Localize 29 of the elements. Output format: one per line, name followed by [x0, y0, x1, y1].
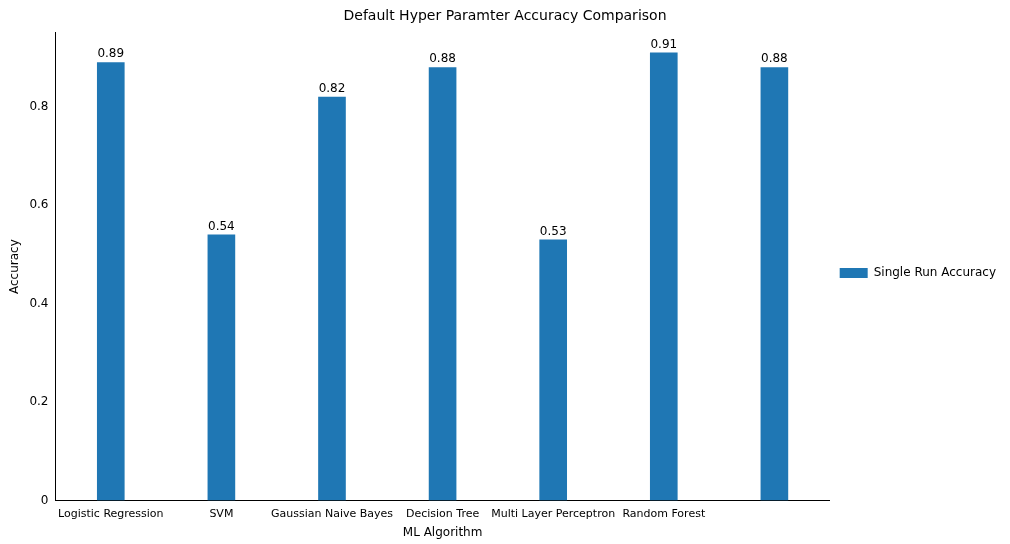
bar: [207, 234, 236, 501]
y-tick-label: 0: [40, 492, 49, 507]
data-label: 0.89: [97, 46, 125, 61]
x-tick-label: Multi Layer Perceptron: [491, 506, 616, 520]
bar: [318, 96, 346, 501]
x-tick-label: SVM: [209, 506, 234, 520]
bar: [760, 67, 789, 501]
data-label: 0.91: [650, 36, 678, 51]
y-tick-label: 0.8: [29, 98, 49, 113]
bar: [539, 239, 568, 501]
bar: [96, 62, 125, 501]
data-label: 0.88: [429, 51, 456, 66]
x-axis-title: ML Algorithm: [402, 524, 483, 539]
chart-title: Default Hyper Paramter Accuracy Comparison: [343, 7, 667, 24]
y-tick-label: 0.4: [29, 295, 49, 310]
data-label: 0.54: [208, 218, 235, 233]
bar: [428, 67, 457, 501]
y-tick-label: 0.2: [29, 394, 49, 409]
x-tick-label: Gaussian Naive Bayes: [270, 506, 394, 520]
x-tick-label: Logistic Regression: [58, 506, 164, 520]
y-axis-title: Accuracy: [7, 239, 22, 294]
x-tick-label: Decision Tree: [405, 506, 480, 520]
data-label: 0.88: [761, 51, 788, 66]
x-tick-label: Random Forest: [622, 506, 706, 520]
legend-label: Single Run Accuracy: [873, 265, 997, 280]
data-label: 0.53: [539, 223, 567, 238]
bar: [649, 52, 678, 501]
data-label: 0.82: [318, 80, 346, 95]
y-tick-label: 0.6: [29, 197, 49, 212]
